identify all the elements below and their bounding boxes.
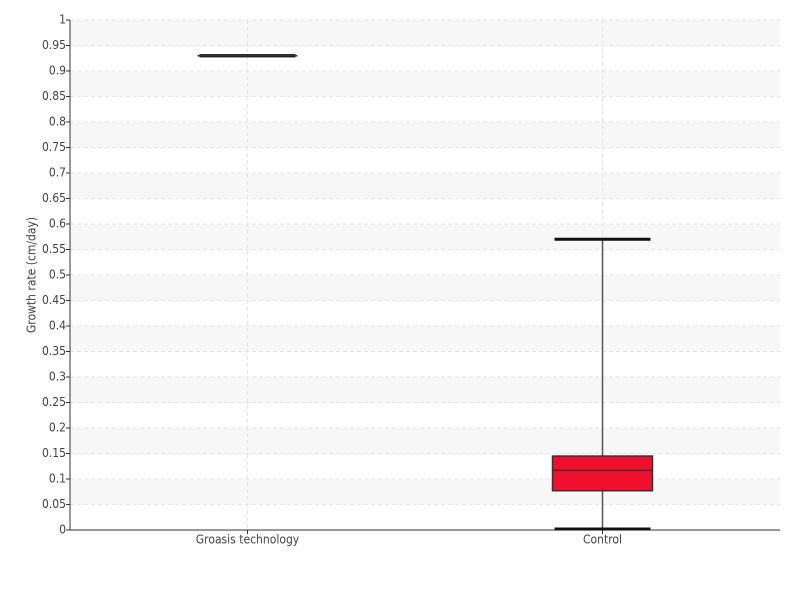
y-tick-label: 0.8 <box>49 115 66 129</box>
y-tick-label: 0.35 <box>42 344 66 358</box>
y-tick-label: 0.3 <box>49 370 66 384</box>
x-tick-label: Groasis technology <box>196 533 300 547</box>
y-tick-label: 0.85 <box>42 89 66 103</box>
grid-band <box>70 71 780 97</box>
y-tick-label: 0.5 <box>49 268 66 282</box>
x-tick-label: Control <box>583 533 622 547</box>
y-tick-label: 0.75 <box>42 140 66 154</box>
y-tick-label: 0.15 <box>42 446 66 460</box>
grid-band <box>70 224 780 250</box>
y-tick-label: 0.2 <box>49 421 66 435</box>
box <box>551 455 654 492</box>
y-tick-label: 0.1 <box>49 472 66 486</box>
y-tick-label: 0.45 <box>42 293 66 307</box>
y-tick-label: 1 <box>59 13 66 27</box>
grid-band <box>70 275 780 301</box>
grid-band <box>70 326 780 352</box>
y-tick-label: 0.4 <box>49 319 66 333</box>
y-tick-label: 0.6 <box>49 217 66 231</box>
y-tick-label: 0.95 <box>42 38 66 52</box>
y-tick-label: 0.55 <box>42 242 66 256</box>
grid-band <box>70 122 780 148</box>
y-tick-label: 0.05 <box>42 497 66 511</box>
y-tick-label: 0.65 <box>42 191 66 205</box>
y-tick-label: 0.25 <box>42 395 66 409</box>
y-axis-label: Growth rate (cm/day) <box>25 217 39 333</box>
grid-band <box>70 479 780 505</box>
grid-band <box>70 377 780 403</box>
y-tick-label: 0.7 <box>49 166 66 180</box>
y-tick-label: 0.9 <box>49 64 66 78</box>
y-tick-label: 0 <box>59 523 66 537</box>
grid-band <box>70 20 780 46</box>
grid-band <box>70 173 780 199</box>
grid-band <box>70 428 780 454</box>
